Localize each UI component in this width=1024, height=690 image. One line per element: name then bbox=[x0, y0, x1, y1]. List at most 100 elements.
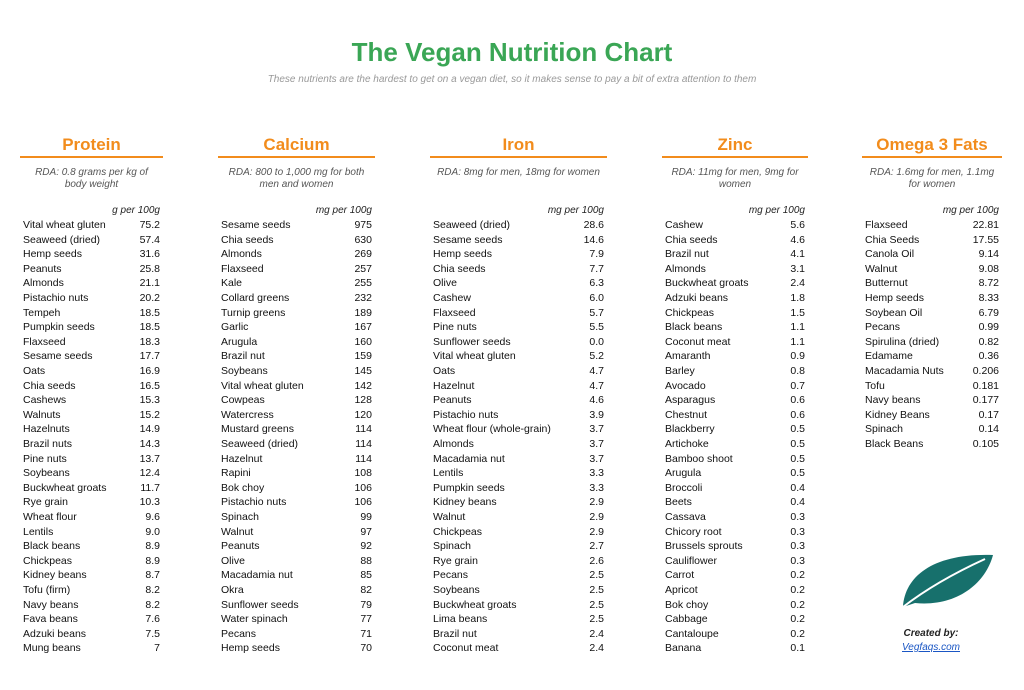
food-value: 0.17 bbox=[978, 408, 999, 421]
food-name: Watercress bbox=[221, 408, 274, 421]
food-value: 14.9 bbox=[139, 423, 160, 436]
food-name: Peanuts bbox=[23, 262, 62, 275]
food-name: Buckwheat groats bbox=[23, 481, 107, 494]
food-value: 106 bbox=[354, 496, 372, 509]
header-rule bbox=[862, 156, 1002, 158]
food-value: 7.7 bbox=[589, 262, 604, 275]
food-value: 0.105 bbox=[972, 438, 999, 450]
food-name: Pecans bbox=[221, 627, 257, 640]
title: The Vegan Nutrition Chart bbox=[351, 37, 673, 67]
food-name: Almonds bbox=[433, 438, 474, 450]
food-value: 269 bbox=[354, 248, 372, 261]
food-name: Edamame bbox=[865, 350, 913, 363]
food-value: 2.7 bbox=[589, 540, 604, 553]
food-value: 0.2 bbox=[790, 613, 805, 626]
food-value: 167 bbox=[354, 321, 372, 334]
food-name: Cashews bbox=[23, 394, 67, 407]
food-value: 16.9 bbox=[139, 365, 160, 377]
food-value: 0.1 bbox=[790, 642, 805, 655]
food-name: Hazelnut bbox=[221, 452, 263, 465]
food-value: 97 bbox=[360, 525, 372, 538]
food-name: Tempeh bbox=[23, 306, 61, 319]
food-value: 5.5 bbox=[589, 321, 604, 334]
credit: Created by: bbox=[903, 628, 959, 639]
food-value: 10.3 bbox=[139, 496, 160, 509]
food-value: 4.7 bbox=[589, 379, 604, 392]
food-value: 1.1 bbox=[790, 321, 805, 334]
unit-label: mg per 100g bbox=[315, 205, 372, 216]
food-value: 6.3 bbox=[589, 277, 604, 290]
header-rule bbox=[218, 156, 375, 158]
food-value: 0.3 bbox=[790, 540, 805, 553]
food-value: 2.4 bbox=[589, 642, 604, 655]
unit-label: mg per 100g bbox=[547, 205, 604, 216]
food-name: Turnip greens bbox=[221, 306, 286, 319]
food-name: Coconut meat bbox=[665, 335, 731, 348]
food-value: 8.2 bbox=[145, 598, 160, 611]
subtitle: These nutrients are the hardest to get o… bbox=[267, 74, 757, 85]
food-name: Chia seeds bbox=[23, 379, 76, 392]
food-name: Cantaloupe bbox=[665, 627, 719, 640]
food-name: Spinach bbox=[865, 423, 903, 436]
food-name: Peanuts bbox=[221, 540, 260, 553]
food-value: 1.5 bbox=[790, 306, 805, 319]
food-value: 5.7 bbox=[589, 306, 604, 319]
food-name: Sunflower seeds bbox=[221, 598, 299, 611]
food-value: 2.4 bbox=[790, 277, 805, 290]
food-value: 7.6 bbox=[145, 613, 160, 626]
food-name: Cauliflower bbox=[665, 554, 717, 567]
food-name: Macadamia nut bbox=[433, 452, 505, 465]
food-value: 2.9 bbox=[589, 496, 604, 509]
food-value: 31.6 bbox=[139, 248, 160, 261]
food-name: Almonds bbox=[221, 248, 262, 261]
food-value: 0.99 bbox=[978, 321, 999, 334]
food-name: Artichoke bbox=[665, 438, 709, 450]
column-header: Omega 3 Fats bbox=[876, 135, 988, 154]
food-name: Soybean Oil bbox=[865, 306, 923, 319]
food-name: Mung beans bbox=[23, 642, 81, 655]
food-name: Amaranth bbox=[665, 350, 711, 363]
food-value: 71 bbox=[360, 627, 372, 640]
food-value: 0.8 bbox=[790, 365, 805, 377]
food-name: Spinach bbox=[433, 540, 471, 553]
food-value: 232 bbox=[354, 292, 372, 304]
food-name: Carrot bbox=[665, 569, 695, 582]
food-value: 5.2 bbox=[589, 350, 604, 363]
food-value: 25.8 bbox=[139, 262, 160, 275]
food-value: 2.5 bbox=[589, 569, 604, 582]
food-value: 0.3 bbox=[790, 511, 805, 523]
food-name: Sesame seeds bbox=[23, 350, 93, 363]
food-name: Flaxseed bbox=[23, 335, 66, 348]
food-name: Kidney beans bbox=[23, 569, 87, 582]
food-value: 28.6 bbox=[583, 219, 604, 231]
food-name: Seaweed (dried) bbox=[221, 438, 299, 450]
food-name: Arugula bbox=[221, 335, 258, 348]
food-name: Flaxseed bbox=[221, 262, 264, 275]
food-name: Vital wheat gluten bbox=[23, 219, 106, 231]
food-name: Flaxseed bbox=[433, 306, 476, 319]
food-name: Peanuts bbox=[433, 394, 472, 407]
food-name: Blackberry bbox=[665, 423, 715, 436]
column-header: Calcium bbox=[263, 135, 330, 154]
food-value: 0.9 bbox=[790, 350, 805, 363]
food-value: 2.5 bbox=[589, 584, 604, 596]
food-value: 0.5 bbox=[790, 452, 805, 465]
food-value: 0.5 bbox=[790, 467, 805, 480]
header-rule bbox=[20, 156, 163, 158]
food-value: 8.9 bbox=[145, 554, 160, 567]
food-value: 0.6 bbox=[790, 408, 805, 421]
food-value: 0.14 bbox=[978, 423, 999, 436]
link[interactable]: Vegfaqs.com bbox=[902, 642, 960, 653]
food-value: 145 bbox=[354, 365, 372, 377]
food-value: 8.9 bbox=[145, 540, 160, 553]
food-value: 11.7 bbox=[140, 481, 160, 494]
food-name: Cassava bbox=[665, 511, 706, 523]
food-value: 3.3 bbox=[589, 481, 604, 494]
food-value: 0.4 bbox=[790, 481, 805, 494]
food-name: Pistachio nuts bbox=[433, 408, 499, 421]
food-value: 4.1 bbox=[790, 248, 805, 261]
food-value: 0.6 bbox=[790, 394, 805, 407]
food-name: Sesame seeds bbox=[221, 219, 291, 231]
food-value: 114 bbox=[355, 438, 372, 450]
